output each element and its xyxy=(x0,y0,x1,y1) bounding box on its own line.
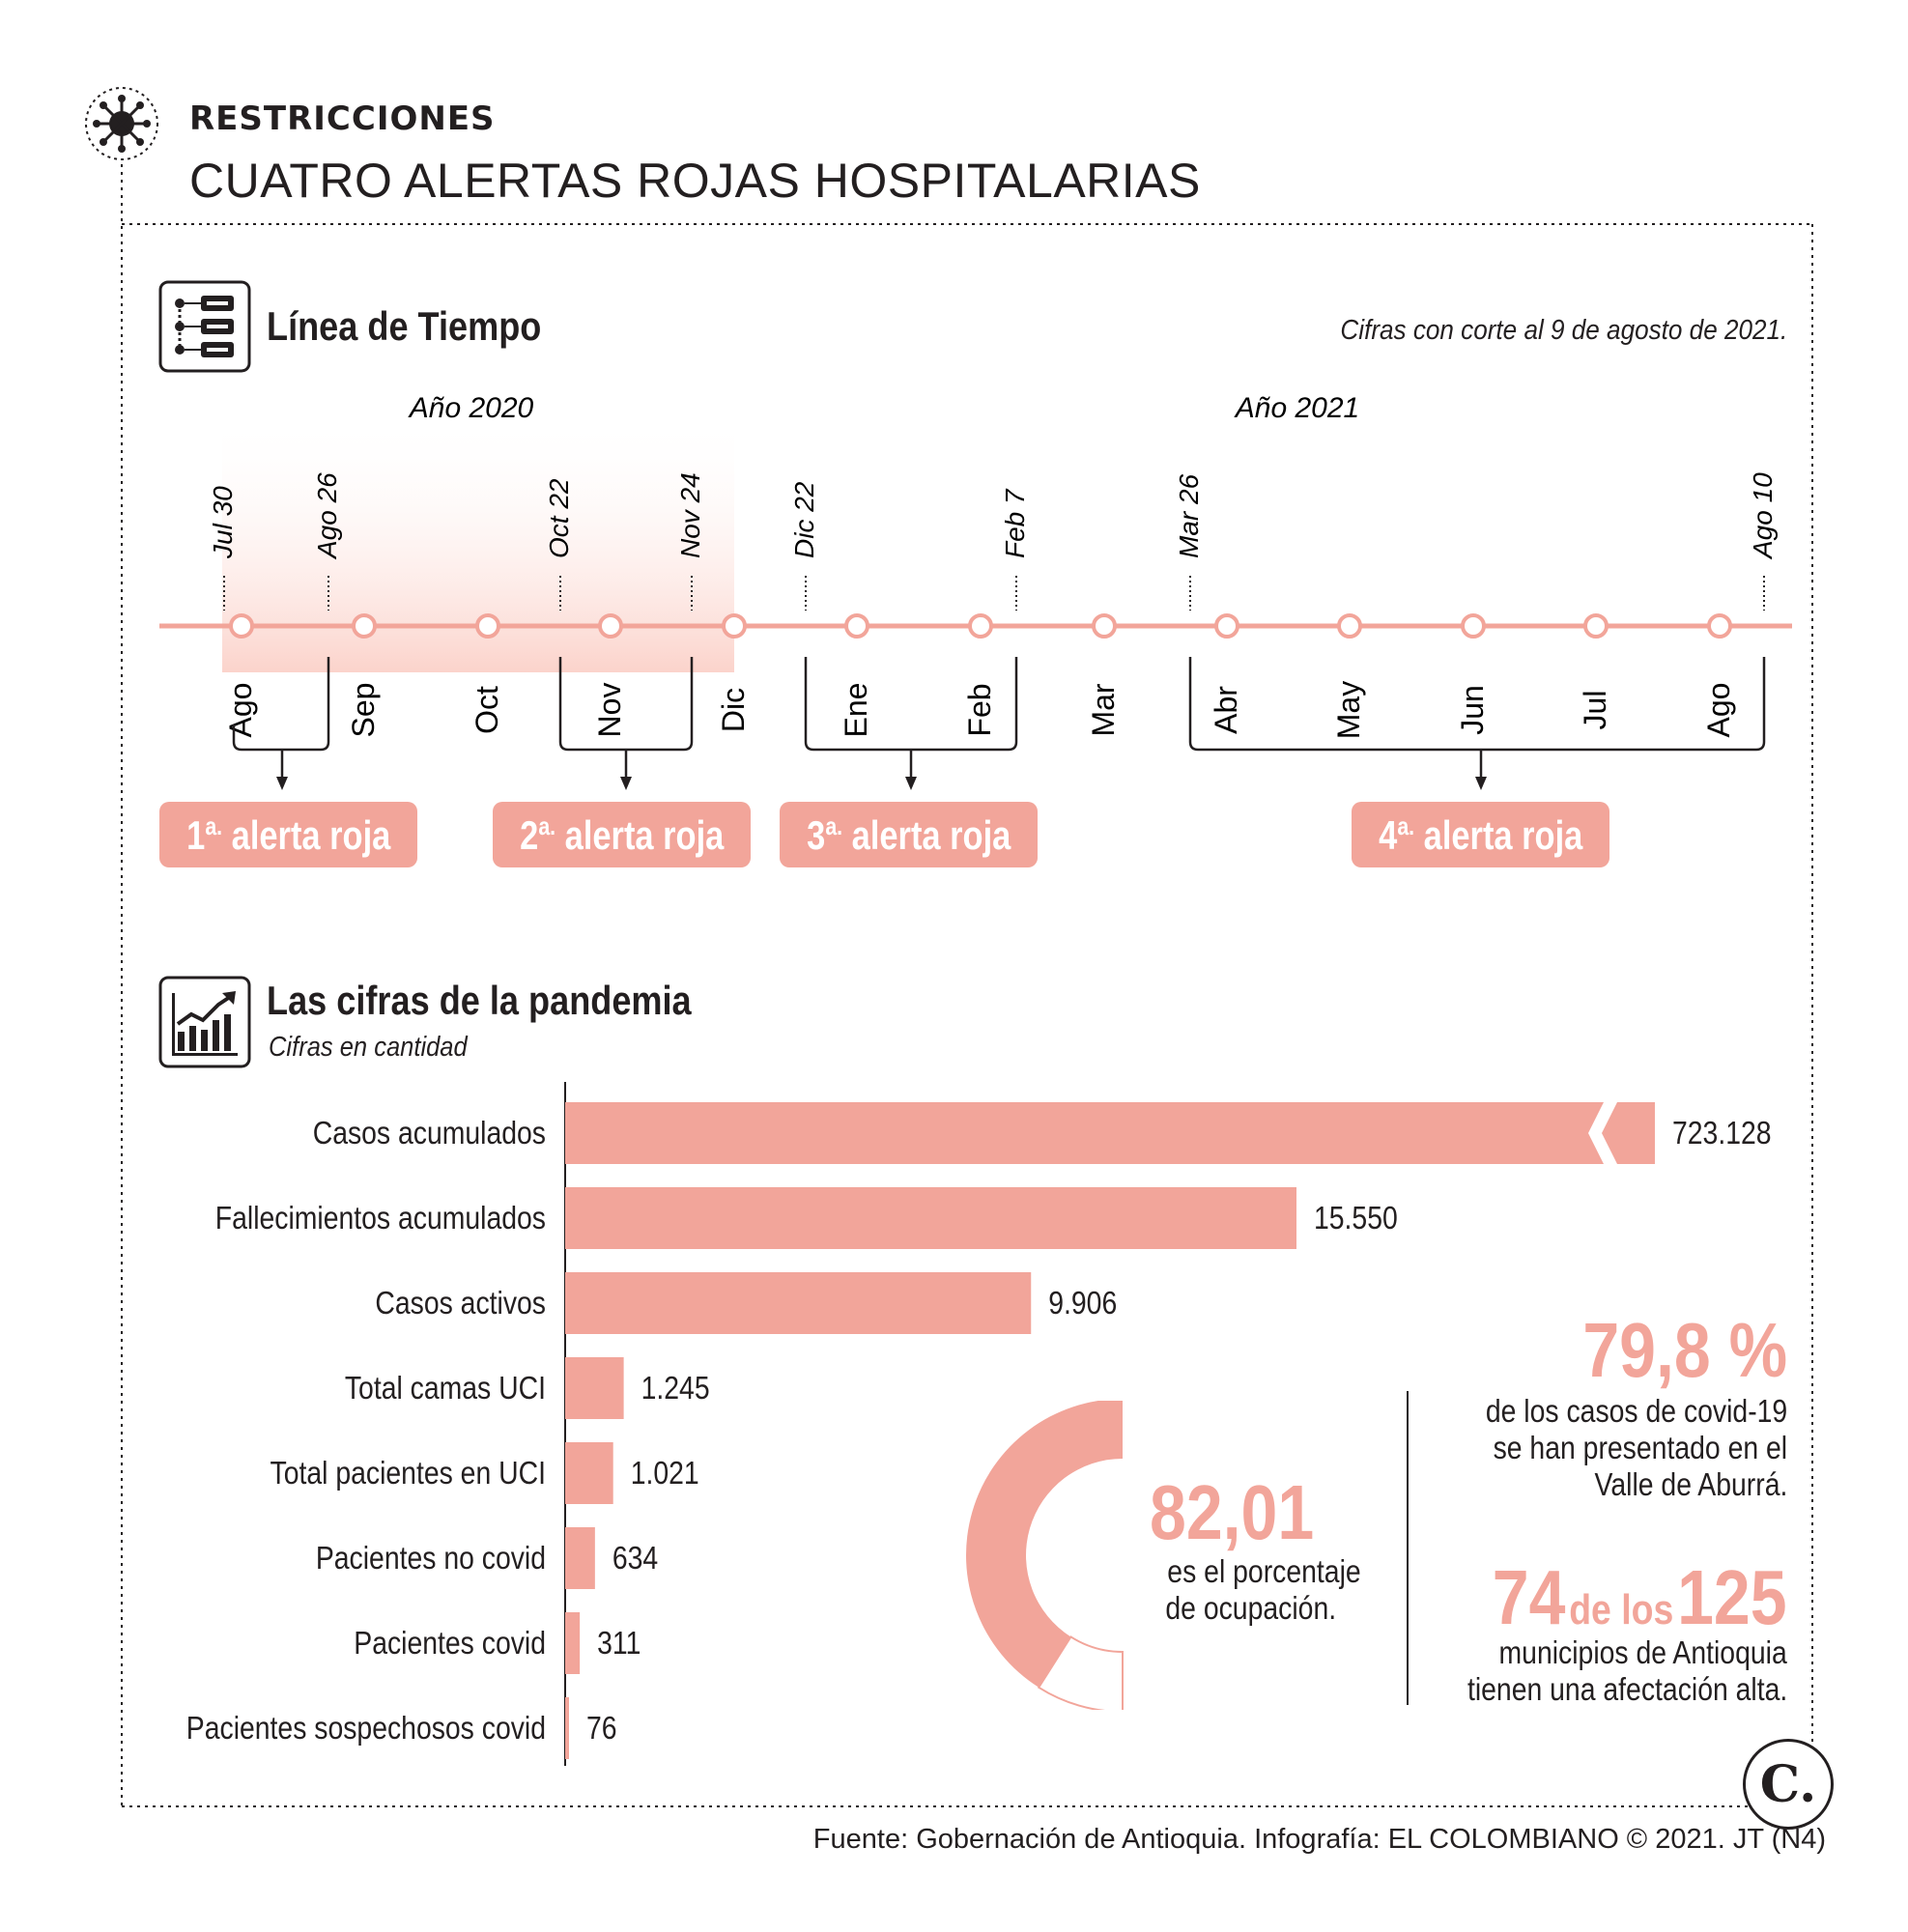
bar xyxy=(565,1187,1296,1249)
stat2-value: 74 de los 125 xyxy=(1493,1554,1787,1640)
timeline-title: Línea de Tiempo xyxy=(267,303,542,349)
year-label-2021: Año 2021 xyxy=(1234,392,1359,424)
value-label: 9.906 xyxy=(1048,1285,1117,1321)
stats-divider xyxy=(1407,1391,1409,1705)
stat1-value: 79,8 % xyxy=(1582,1307,1787,1393)
axis-break xyxy=(1588,1102,1617,1164)
category-label: Casos activos xyxy=(375,1285,546,1321)
alert-bracket xyxy=(1188,657,1766,752)
month-label: Feb xyxy=(962,683,997,736)
alert-arrowhead xyxy=(1475,777,1487,790)
headline: CUATRO ALERTAS ROJAS HOSPITALARIAS xyxy=(189,154,1201,208)
bar xyxy=(565,1697,569,1759)
month-node xyxy=(352,613,377,639)
stat2-caption: municipios de Antioquia tienen una afect… xyxy=(1467,1634,1787,1707)
occupancy-empty-arc xyxy=(1037,1635,1124,1710)
date-label: Jul 30 xyxy=(208,486,238,559)
month-label: Oct xyxy=(470,686,504,734)
year-label-2020: Año 2020 xyxy=(408,392,534,424)
date-label: Oct 22 xyxy=(544,478,574,558)
alert-arrowhead xyxy=(276,777,288,790)
month-node xyxy=(1214,613,1239,639)
bar xyxy=(565,1272,1032,1334)
value-label: 1.021 xyxy=(631,1455,699,1492)
month-node xyxy=(1461,613,1486,639)
occupancy-donut xyxy=(966,1401,1124,1710)
month-node xyxy=(598,613,623,639)
date-label: Ago 26 xyxy=(312,472,342,560)
figures-title: Las cifras de la pandemia xyxy=(267,978,692,1023)
month-node xyxy=(844,613,869,639)
alert-2-label: 2a. alerta roja xyxy=(493,802,751,867)
category-label: Total camas UCI xyxy=(345,1370,546,1406)
bar-chart: Casos acumulados 723.128 Fallecimientos ac… xyxy=(186,1082,1772,1766)
month-label: Sep xyxy=(346,683,381,738)
category-label: Pacientes no covid xyxy=(316,1540,546,1577)
month-label: Abr xyxy=(1209,686,1243,734)
month-node xyxy=(1707,613,1732,639)
occupancy-filled-arc xyxy=(966,1401,1123,1688)
month-node xyxy=(1092,613,1117,639)
bar xyxy=(565,1102,1655,1164)
alert-arrowhead xyxy=(620,777,632,790)
date-label: Dic 22 xyxy=(789,481,819,558)
month-label: Ago xyxy=(1701,683,1736,738)
month-label: Jul xyxy=(1578,691,1612,730)
bar xyxy=(565,1612,581,1674)
month-label: Ago xyxy=(223,683,258,738)
virus-icon xyxy=(85,87,158,160)
value-label: 311 xyxy=(597,1625,641,1662)
month-node xyxy=(722,613,747,639)
el-colombiano-logo: C. xyxy=(1743,1739,1834,1830)
occupancy-caption: es el porcentaje de ocupación. xyxy=(1165,1553,1361,1626)
month-node xyxy=(968,613,993,639)
value-label: 723.128 xyxy=(1672,1115,1772,1151)
date-label: Nov 24 xyxy=(675,472,705,558)
kicker: RESTRICCIONES xyxy=(189,99,496,138)
month-node xyxy=(1337,613,1362,639)
date-label: Feb 7 xyxy=(1000,488,1030,558)
alert-1-label: 1a. alerta roja xyxy=(159,802,417,867)
category-label: Casos acumulados xyxy=(313,1115,546,1151)
bar xyxy=(565,1357,624,1419)
value-label: 15.550 xyxy=(1314,1200,1398,1236)
date-label: Ago 10 xyxy=(1748,472,1778,560)
occupancy-value: 82,01 xyxy=(1150,1469,1315,1555)
category-label: Fallecimientos acumulados xyxy=(215,1200,546,1236)
category-label: Total pacientes en UCI xyxy=(271,1455,546,1492)
bar xyxy=(565,1442,613,1504)
month-node xyxy=(475,613,500,639)
month-node xyxy=(1583,613,1609,639)
chart-icon xyxy=(158,976,251,1068)
cutoff-note: Cifras con corte al 9 de agosto de 2021. xyxy=(1340,315,1787,346)
alert-arrowhead xyxy=(905,777,917,790)
date-label: Mar 26 xyxy=(1174,473,1204,558)
category-label: Pacientes covid xyxy=(354,1625,546,1662)
category-label: Pacientes sospechosos covid xyxy=(186,1710,546,1747)
month-label: Mar xyxy=(1086,683,1121,736)
month-label: Jun xyxy=(1455,685,1490,735)
value-label: 76 xyxy=(586,1710,617,1747)
month-label: Dic xyxy=(716,688,751,732)
month-label: Ene xyxy=(839,683,873,738)
value-label: 1.245 xyxy=(641,1370,710,1406)
timeline-graphic: Año 2020 Año 2021 Jul 30 Ago 26 Oct 22 Nov … xyxy=(159,392,1792,790)
figures-subtitle: Cifras en cantidad xyxy=(269,1032,468,1063)
alert-4-label: 4a. alerta roja xyxy=(1352,802,1609,867)
month-node xyxy=(229,613,254,639)
month-label: Nov xyxy=(592,683,627,738)
month-label: May xyxy=(1331,681,1366,739)
timeline-icon xyxy=(158,280,251,373)
alert-3-label: 3a. alerta roja xyxy=(780,802,1038,867)
value-label: 634 xyxy=(612,1540,658,1577)
stat1-caption: de los casos de covid-19 se han presenta… xyxy=(1485,1393,1787,1502)
source-footer: Fuente: Gobernación de Antioquia. Infogr… xyxy=(812,1824,1826,1855)
bar xyxy=(565,1527,595,1589)
